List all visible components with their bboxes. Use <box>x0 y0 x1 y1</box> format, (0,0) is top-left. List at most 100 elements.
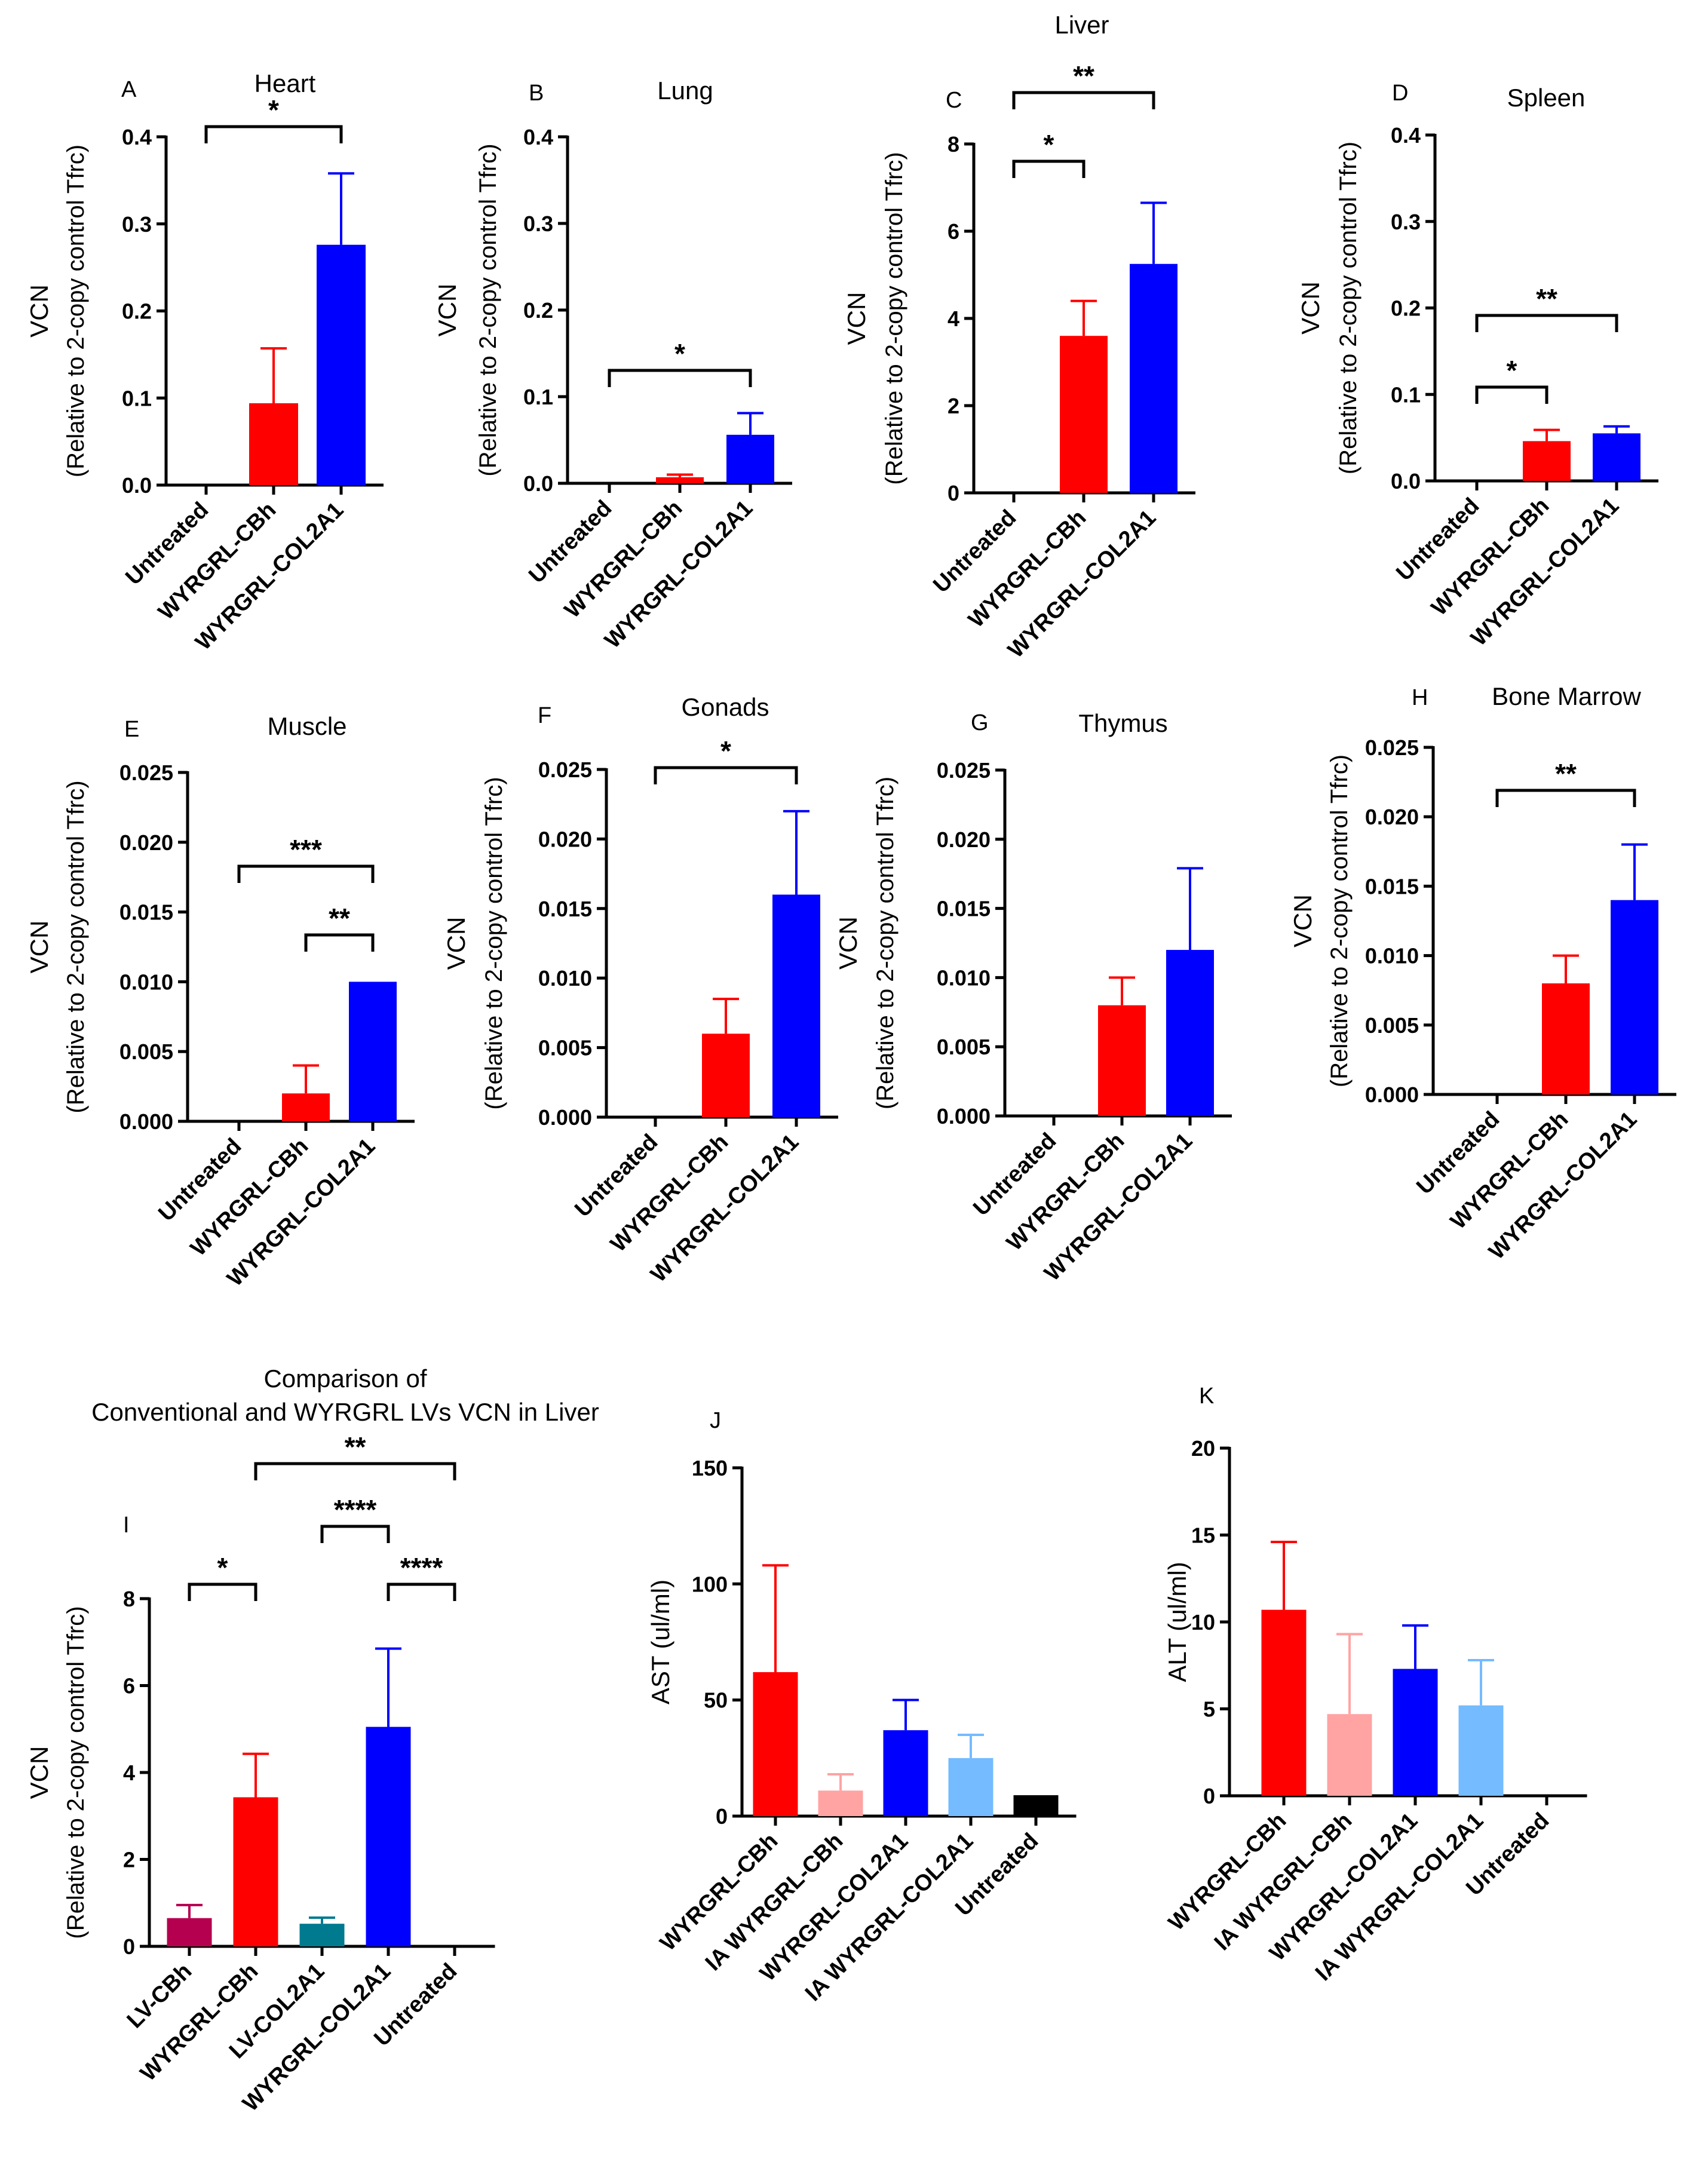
y-tick-label: 0.0 <box>122 473 152 498</box>
panel-label: A <box>121 77 137 102</box>
panel-b: B Lung VCN (Relative to 2-copy control Tfrc… <box>433 76 792 654</box>
significance-label: * <box>720 735 731 766</box>
y-tick-label: 0.005 <box>538 1036 592 1060</box>
significance-label: * <box>1044 129 1054 160</box>
y-tick-label: 0.005 <box>1365 1013 1419 1038</box>
panel-a: A Heart VCN (Relative to 2-copy control Tfr… <box>25 69 384 655</box>
x-tick-label: WYRGRL-CBh <box>964 505 1091 633</box>
y-axis-label: VCN <box>433 284 461 337</box>
y-tick-label: 0.000 <box>937 1104 991 1128</box>
bar <box>1130 263 1177 493</box>
bar <box>1611 900 1658 1094</box>
y-tick-label: 0.010 <box>538 966 592 990</box>
bracket-line <box>254 1462 456 1480</box>
bar <box>299 1924 345 1946</box>
y-tick-label: 0.010 <box>1365 944 1419 968</box>
bracket-line <box>654 766 798 784</box>
y-tick-label: 0.015 <box>937 897 991 921</box>
y-tick-label: 8 <box>947 132 959 157</box>
y-axis-label-secondary: (Relative to 2-copy control Tfrc) <box>1326 755 1353 1087</box>
bar <box>233 1797 278 1946</box>
panel-label: E <box>124 717 139 742</box>
panel-label: J <box>710 1408 721 1433</box>
y-tick-label: 0.4 <box>1391 123 1421 148</box>
panel-label: G <box>971 710 989 735</box>
bar <box>1166 950 1214 1116</box>
bracket-line <box>237 864 375 883</box>
bar <box>167 1918 212 1946</box>
y-axis-label: VCN <box>842 292 870 345</box>
panel-d: D Spleen VCN (Relative to 2-copy control Tf… <box>1296 81 1658 651</box>
panel-e: E Muscle VCN (Relative to 2-copy control Tf… <box>25 712 415 1292</box>
y-tick-label: 6 <box>123 1674 135 1698</box>
significance-bracket: ** <box>1012 60 1155 109</box>
y-axis-label: VCN <box>1296 281 1324 335</box>
bar <box>1523 441 1571 481</box>
significance-bracket: * <box>204 94 343 143</box>
significance-label: ** <box>1555 758 1577 789</box>
bar <box>317 244 366 485</box>
bar <box>1542 983 1590 1094</box>
panel-label: C <box>946 88 962 113</box>
bar <box>1013 1795 1059 1816</box>
y-tick-label: 0.000 <box>1365 1082 1419 1107</box>
y-tick-label: 2 <box>947 394 959 418</box>
y-tick-label: 0.020 <box>1365 805 1419 829</box>
chart-title: Bone Marrow <box>1492 682 1641 710</box>
y-tick-label: 0.020 <box>937 827 991 852</box>
y-tick-label: 0.4 <box>122 125 152 149</box>
y-axis-label: VCN <box>25 1746 53 1799</box>
panel-g: G Thymus VCN (Relative to 2-copy control Tf… <box>834 709 1232 1286</box>
bar <box>1060 336 1108 493</box>
significance-bracket: *** <box>237 834 375 883</box>
chart-title: Thymus <box>1078 709 1167 737</box>
significance-label: ** <box>345 1431 366 1462</box>
y-tick-label: 50 <box>704 1688 728 1713</box>
y-tick-label: 4 <box>947 306 959 331</box>
y-tick-label: 10 <box>1191 1610 1215 1634</box>
chart-title: Spleen <box>1507 84 1586 112</box>
bracket-line <box>1475 385 1548 404</box>
y-axis-label-secondary: (Relative to 2-copy control Tfrc) <box>481 777 507 1109</box>
y-tick-label: 0 <box>123 1934 135 1959</box>
panel-c: C Liver VCN (Relative to 2-copy control Tfr… <box>842 11 1195 663</box>
y-tick-label: 0.020 <box>538 827 592 851</box>
y-tick-label: 0.1 <box>1391 382 1421 407</box>
bar <box>772 894 820 1117</box>
y-tick-label: 0.000 <box>119 1109 173 1134</box>
y-axis-label-secondary: (Relative to 2-copy control Tfrc) <box>1335 142 1362 474</box>
significance-label: ** <box>1536 283 1557 314</box>
significance-bracket: * <box>1475 355 1548 404</box>
bar <box>702 1034 750 1117</box>
bracket-line <box>304 933 375 952</box>
bar <box>1393 1669 1438 1796</box>
y-axis-label-secondary: (Relative to 2-copy control Tfrc) <box>872 777 899 1109</box>
y-tick-label: 0 <box>947 481 959 505</box>
chart-title-line2: Conventional and WYRGRL LVs VCN in Liver <box>91 1398 599 1426</box>
y-tick-label: 0.005 <box>119 1039 173 1064</box>
bracket-line <box>608 369 752 387</box>
y-tick-label: 0.2 <box>1391 296 1421 321</box>
y-axis-label: VCN <box>25 284 53 338</box>
bracket-line <box>204 125 343 143</box>
panel-label: B <box>529 81 544 106</box>
y-tick-label: 15 <box>1191 1523 1215 1548</box>
significance-bracket: * <box>608 338 752 387</box>
bar <box>366 1726 411 1946</box>
y-tick-label: 0.020 <box>119 830 173 855</box>
bar <box>818 1790 863 1816</box>
significance-label: **** <box>334 1494 377 1525</box>
chart-title-line1: Comparison of <box>263 1364 427 1393</box>
y-tick-label: 0.3 <box>523 211 553 236</box>
y-tick-label: 0.0 <box>523 471 553 496</box>
panel-label: D <box>1392 81 1408 106</box>
y-tick-label: 8 <box>123 1587 135 1611</box>
bracket-line <box>1012 160 1085 178</box>
y-tick-label: 0.010 <box>119 970 173 994</box>
significance-bracket: ** <box>1495 758 1636 807</box>
bar <box>1458 1705 1504 1796</box>
y-tick-label: 0.1 <box>523 385 553 409</box>
y-tick-label: 0.025 <box>1365 735 1419 760</box>
x-tick-label: WYRGRL-CBh <box>1002 1128 1129 1256</box>
